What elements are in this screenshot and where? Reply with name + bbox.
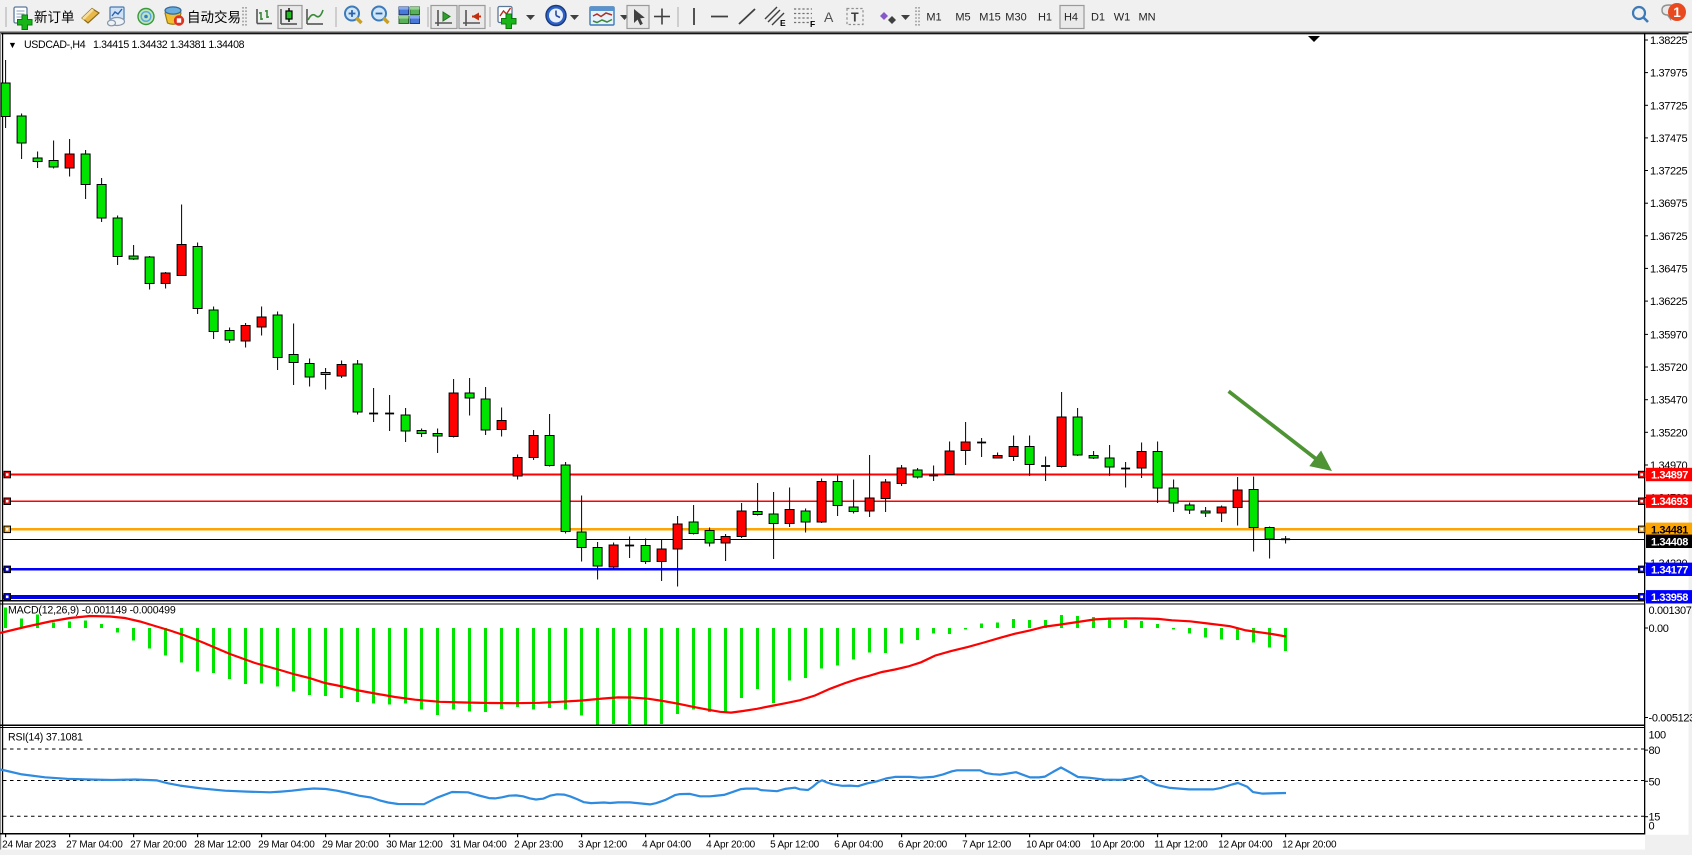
svg-text:1.36725: 1.36725 xyxy=(1650,231,1688,243)
svg-text:新订单: 新订单 xyxy=(34,10,75,25)
svg-text:自动交易: 自动交易 xyxy=(187,9,241,25)
svg-text:27 Mar 04:00: 27 Mar 04:00 xyxy=(66,840,123,851)
svg-text:RSI(14) 37.1081: RSI(14) 37.1081 xyxy=(8,732,83,744)
svg-text:A: A xyxy=(824,9,834,25)
svg-text:H4: H4 xyxy=(1064,12,1078,24)
svg-text:MACD(12,26,9) -0.001149 -0.000: MACD(12,26,9) -0.001149 -0.000499 xyxy=(8,605,176,617)
svg-text:100: 100 xyxy=(1649,729,1667,741)
svg-text:F: F xyxy=(810,19,815,29)
svg-text:4 Apr 20:00: 4 Apr 20:00 xyxy=(706,840,756,851)
svg-text:2 Apr 23:00: 2 Apr 23:00 xyxy=(514,840,564,851)
svg-text:MN: MN xyxy=(1138,12,1155,24)
svg-text:1.33958: 1.33958 xyxy=(1651,592,1688,604)
svg-text:1.37225: 1.37225 xyxy=(1650,166,1688,178)
svg-text:12 Apr 20:00: 12 Apr 20:00 xyxy=(1282,840,1337,851)
svg-text:6 Apr 04:00: 6 Apr 04:00 xyxy=(834,840,884,851)
svg-text:12 Apr 04:00: 12 Apr 04:00 xyxy=(1218,840,1273,851)
svg-text:80: 80 xyxy=(1649,745,1661,757)
svg-text:1.35720: 1.35720 xyxy=(1650,362,1688,374)
svg-text:29 Mar 04:00: 29 Mar 04:00 xyxy=(258,840,315,851)
svg-text:T: T xyxy=(851,11,859,25)
svg-text:1.34481: 1.34481 xyxy=(1651,524,1688,536)
svg-text:24 Mar 2023: 24 Mar 2023 xyxy=(2,840,57,851)
svg-text:7 Apr 12:00: 7 Apr 12:00 xyxy=(962,840,1012,851)
svg-text:10 Apr 20:00: 10 Apr 20:00 xyxy=(1090,840,1145,851)
svg-text:1.37975: 1.37975 xyxy=(1650,68,1688,80)
svg-text:1.36975: 1.36975 xyxy=(1650,198,1688,210)
svg-text:-0.005123: -0.005123 xyxy=(1649,713,1692,725)
svg-text:USDCAD-,H4 1.34415 1.34432 1: USDCAD-,H4 1.34415 1.34432 1.34381 1.344… xyxy=(24,39,245,51)
svg-text:1.34177: 1.34177 xyxy=(1651,564,1688,576)
svg-text:M1: M1 xyxy=(926,12,941,24)
svg-text:15: 15 xyxy=(1649,812,1661,824)
svg-text:0.00: 0.00 xyxy=(1649,623,1669,635)
svg-text:W1: W1 xyxy=(1114,12,1131,24)
svg-text:4 Apr 04:00: 4 Apr 04:00 xyxy=(642,840,692,851)
svg-text:M30: M30 xyxy=(1005,12,1026,24)
svg-text:29 Mar 20:00: 29 Mar 20:00 xyxy=(322,840,379,851)
svg-text:1.36475: 1.36475 xyxy=(1650,263,1688,275)
svg-text:1.34693: 1.34693 xyxy=(1651,496,1688,508)
svg-text:10 Apr 04:00: 10 Apr 04:00 xyxy=(1026,840,1081,851)
svg-text:5 Apr 12:00: 5 Apr 12:00 xyxy=(770,840,820,851)
svg-text:31 Mar 04:00: 31 Mar 04:00 xyxy=(450,840,507,851)
svg-text:1.34408: 1.34408 xyxy=(1651,537,1688,549)
svg-text:1.35970: 1.35970 xyxy=(1650,329,1688,341)
svg-text:1.35470: 1.35470 xyxy=(1650,395,1688,407)
svg-text:11 Apr 12:00: 11 Apr 12:00 xyxy=(1154,840,1208,851)
svg-text:M5: M5 xyxy=(955,12,970,24)
svg-text:H1: H1 xyxy=(1038,12,1052,24)
svg-text:E: E xyxy=(780,18,786,28)
svg-text:50: 50 xyxy=(1649,776,1661,788)
svg-text:0.001307: 0.001307 xyxy=(1649,605,1692,617)
svg-text:M15: M15 xyxy=(979,12,1000,24)
svg-text:1.34897: 1.34897 xyxy=(1651,470,1688,482)
svg-text:1.36225: 1.36225 xyxy=(1650,296,1688,308)
svg-text:30 Mar 12:00: 30 Mar 12:00 xyxy=(386,840,443,851)
svg-text:1.37475: 1.37475 xyxy=(1650,133,1688,145)
svg-text:▼: ▼ xyxy=(8,40,17,50)
svg-text:1.38225: 1.38225 xyxy=(1650,35,1688,47)
svg-text:1.37725: 1.37725 xyxy=(1650,100,1688,112)
svg-text:D1: D1 xyxy=(1091,12,1105,24)
svg-text:1.35220: 1.35220 xyxy=(1650,427,1688,439)
svg-text:1: 1 xyxy=(1673,5,1681,20)
svg-text:28 Mar 12:00: 28 Mar 12:00 xyxy=(194,840,251,851)
svg-text:0: 0 xyxy=(1649,821,1655,833)
svg-text:27 Mar 20:00: 27 Mar 20:00 xyxy=(130,840,187,851)
svg-text:3 Apr 12:00: 3 Apr 12:00 xyxy=(578,840,628,851)
svg-text:6 Apr 20:00: 6 Apr 20:00 xyxy=(898,840,948,851)
